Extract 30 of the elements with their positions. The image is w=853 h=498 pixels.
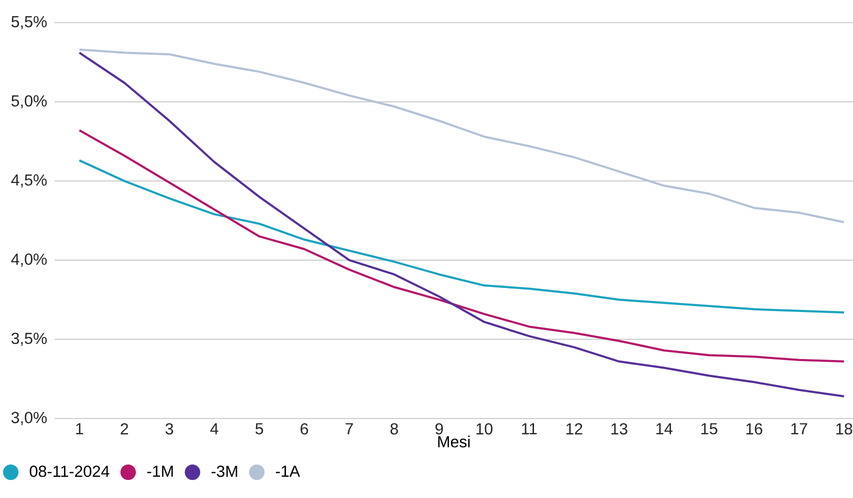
x-tick-label: 13 [611, 422, 628, 434]
legend-label: -1A [276, 466, 300, 477]
x-tick-label: 11 [522, 422, 537, 434]
y-tick-label: 4,5% [11, 174, 47, 188]
x-tick-label: 16 [746, 422, 762, 434]
x-tick-label: 9 [436, 422, 443, 434]
x-tick-label: 12 [566, 422, 582, 434]
y-tick-label: 5,0% [11, 95, 47, 108]
y-tick-label: 3,5% [11, 332, 47, 346]
x-tick-label: 4 [210, 422, 218, 434]
y-tick-label: 4,0% [11, 253, 47, 267]
x-tick-label: 15 [701, 422, 718, 434]
x-tick-label: 7 [346, 422, 353, 434]
y-tick-label: 3,0% [11, 412, 47, 425]
x-tick-label: 14 [656, 422, 673, 434]
x-tick-label: 10 [476, 422, 492, 434]
legend-label: 08-11-2024 [30, 465, 110, 477]
x-tick-label: 3 [166, 422, 174, 434]
x-axis-title: Mesi [438, 435, 470, 448]
x-tick-label: 17 [791, 422, 808, 434]
line-series [78, 48, 846, 223]
x-tick-label: 8 [390, 422, 398, 434]
x-tick-label: 6 [300, 422, 308, 434]
x-tick-label: 1 [76, 422, 84, 434]
y-tick-label: 5,5% [11, 16, 47, 30]
legend-label: -1M [147, 466, 173, 477]
x-tick-label: 2 [120, 422, 128, 434]
x-tick-label: 18 [836, 422, 852, 434]
x-tick-label: 5 [256, 422, 264, 434]
legend-label: -3M [212, 465, 238, 477]
